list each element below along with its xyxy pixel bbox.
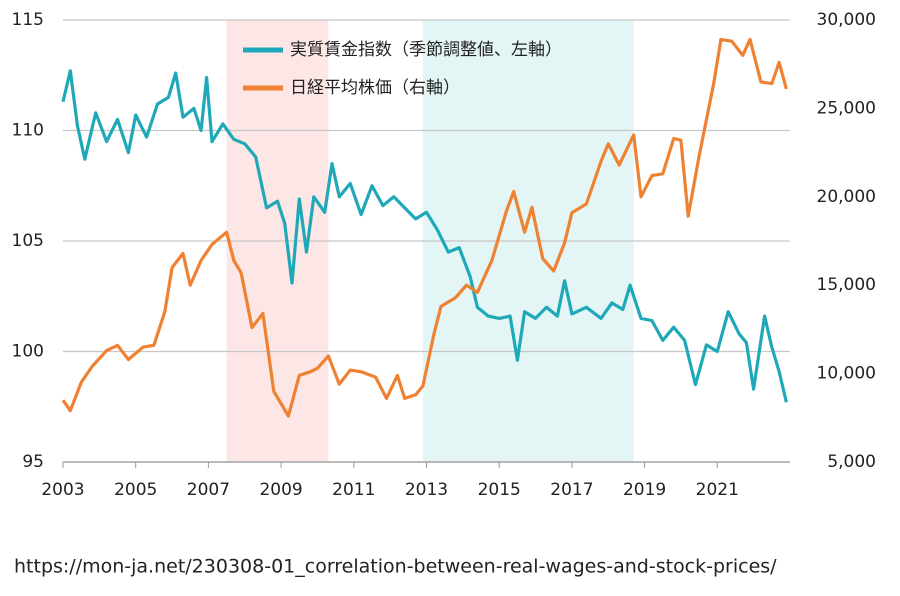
y2-tick-label: 20,000 <box>817 187 876 207</box>
x-tick-label: 2015 <box>478 480 521 500</box>
x-tick-label: 2007 <box>187 480 230 500</box>
x-tick-label: 2017 <box>550 480 593 500</box>
x-tick-label: 2019 <box>623 480 666 500</box>
y2-tick-label: 30,000 <box>817 10 876 30</box>
legend-label: 実質賃金指数（季節調整値、左軸） <box>290 40 562 60</box>
y-tick-label: 115 <box>12 10 44 30</box>
x-tick-label: 2021 <box>696 480 739 500</box>
x-tick-label: 2009 <box>259 480 302 500</box>
source-url: https://mon-ja.net/230308-01_correlation… <box>14 556 777 578</box>
series-line <box>61 69 788 403</box>
y-tick-label: 110 <box>12 121 44 141</box>
x-tick-label: 2003 <box>41 480 84 500</box>
y-tick-label: 100 <box>12 342 44 362</box>
x-tick-label: 2005 <box>114 480 157 500</box>
x-tick-label: 2013 <box>405 480 448 500</box>
series-line <box>61 37 788 418</box>
x-tick-label: 2011 <box>332 480 375 500</box>
y2-tick-label: 15,000 <box>817 275 876 295</box>
legend-label: 日経平均株価（右軸） <box>290 78 460 98</box>
y2-tick-label: 25,000 <box>817 98 876 118</box>
y2-tick-label: 5,000 <box>827 452 876 472</box>
y2-tick-label: 10,000 <box>817 364 876 384</box>
y-tick-label: 95 <box>22 452 44 472</box>
y-tick-label: 105 <box>12 231 44 251</box>
